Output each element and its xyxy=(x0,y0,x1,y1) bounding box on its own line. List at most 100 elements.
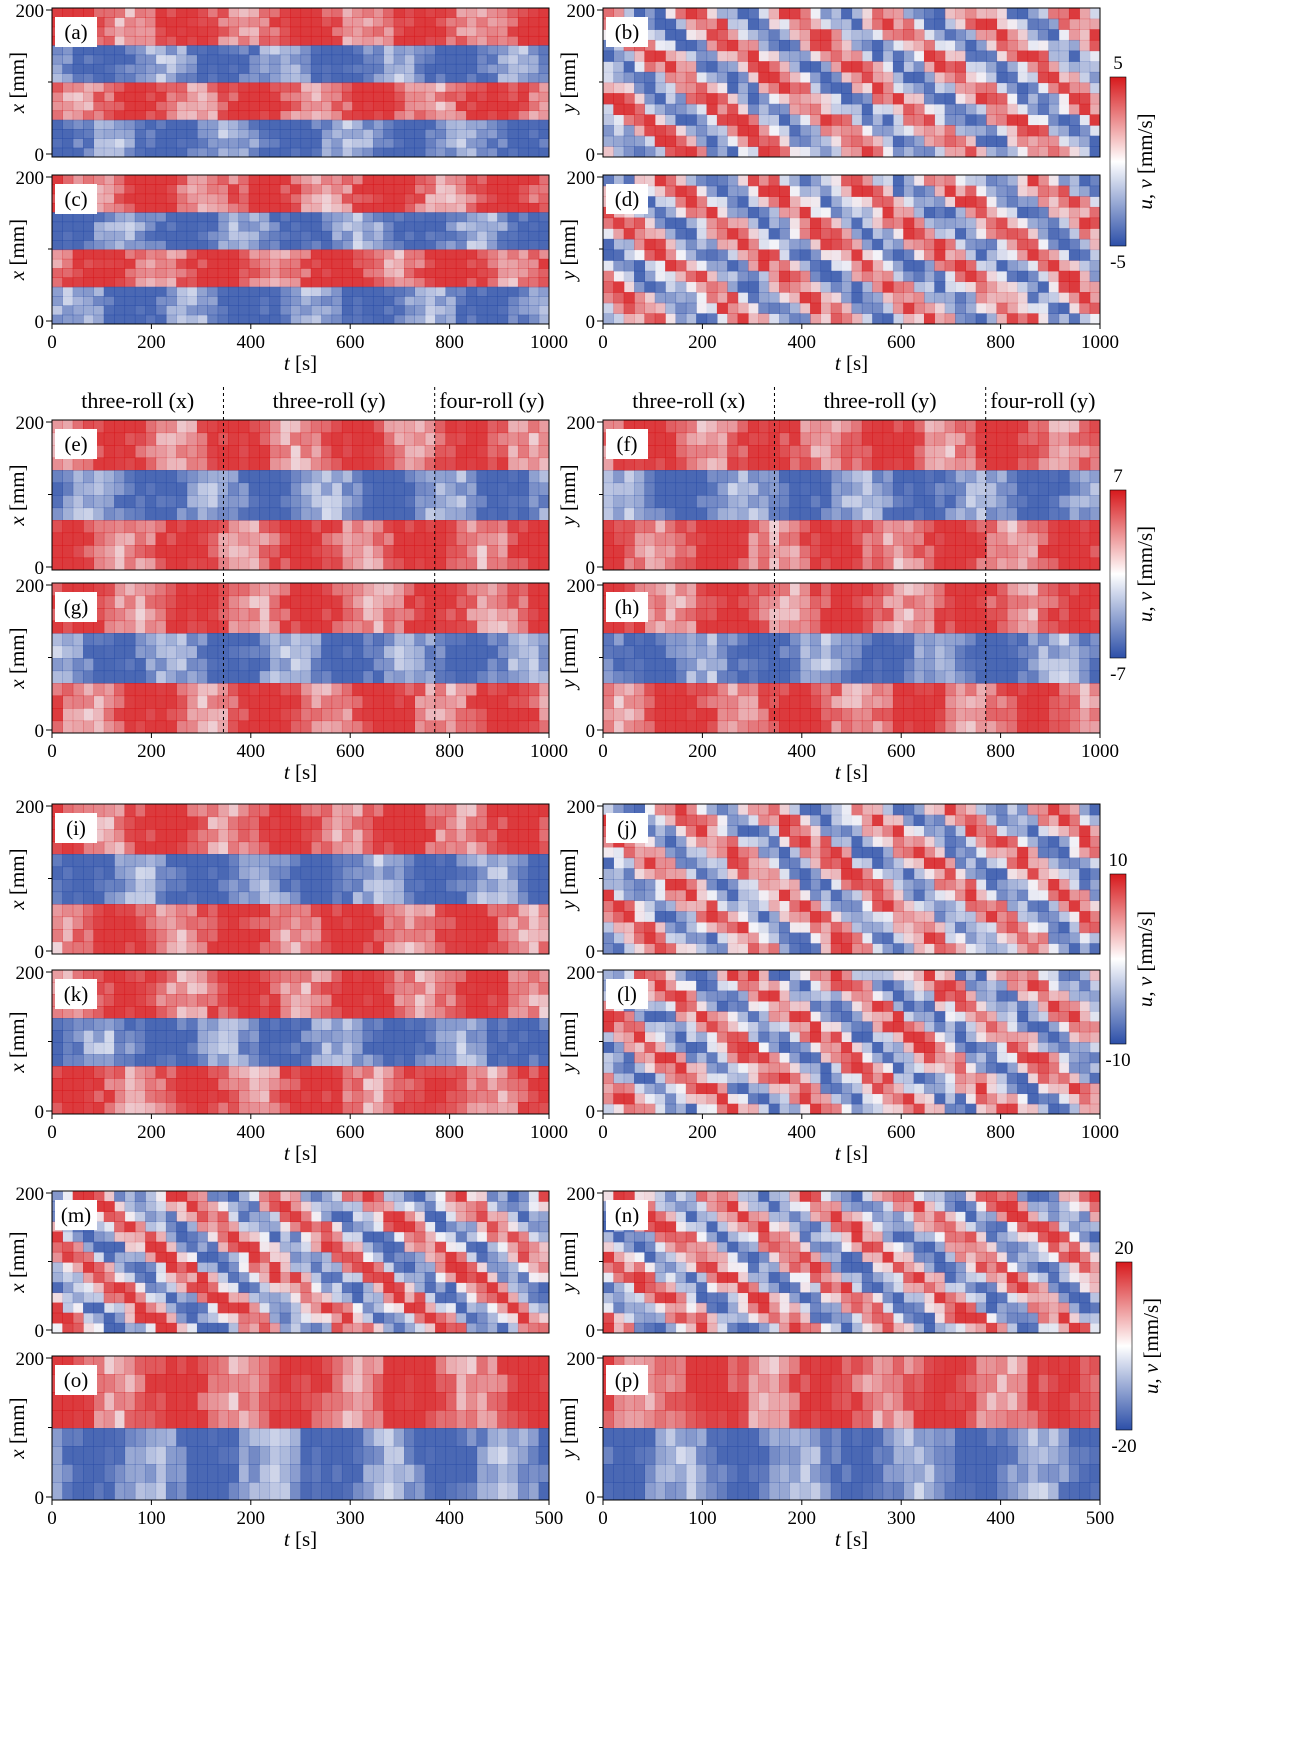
panel-f: (f) 200 0 y [mm] xyxy=(556,413,1101,579)
panel-o: (o) 200 0 x [mm] 0 100 200 300 400 500 t [s] xyxy=(5,1349,563,1551)
y-tick-label: 0 xyxy=(35,312,45,333)
colorbar-gradient xyxy=(1109,489,1127,659)
y-tick-label: 200 xyxy=(567,1349,596,1370)
t-tick-label: 1000 xyxy=(530,1122,568,1143)
t-tick-label: 1000 xyxy=(1081,332,1119,353)
y-axis-label: y [mm] xyxy=(556,1397,580,1460)
colorbar: 5 -5 u, v [mm/s] xyxy=(1109,53,1157,273)
colorbar: 7 -7 u, v [mm/s] xyxy=(1109,466,1157,685)
panel-a: (a) 200 0 x [mm] xyxy=(5,1,550,166)
t-tick-label: 600 xyxy=(336,1122,365,1143)
t-tick-label: 200 xyxy=(137,741,166,762)
panel-label-box xyxy=(55,979,97,1009)
y-tick-label: 200 xyxy=(16,1184,45,1205)
y-axis-label: x [mm] xyxy=(5,219,29,281)
y-tick-label: 0 xyxy=(35,942,45,963)
regime-annotations: three-roll (x) three-roll (y) four-roll (y… xyxy=(81,387,1095,733)
t-tick-label: 0 xyxy=(598,1508,608,1529)
panel-label: (d) xyxy=(615,187,640,211)
colorbar-min-label: -20 xyxy=(1111,1436,1136,1457)
regime-label: three-roll (x) xyxy=(81,388,194,413)
panel-m: (m) 200 0 x [mm] xyxy=(5,1184,550,1342)
t-tick-label: 1000 xyxy=(530,332,568,353)
t-tick-label: 200 xyxy=(688,1122,717,1143)
t-tick-label: 0 xyxy=(47,741,57,762)
panel-n: (n) 200 0 y [mm] xyxy=(556,1184,1101,1342)
panel-label-box xyxy=(606,17,648,47)
panel-label-box xyxy=(55,184,97,214)
t-axis-label: t [s] xyxy=(284,760,317,784)
t-tick-label: 0 xyxy=(47,332,57,353)
y-axis-label: y [mm] xyxy=(556,1011,580,1074)
colorbar-max-label: 5 xyxy=(1113,53,1123,74)
panel-label: (n) xyxy=(615,1203,640,1227)
t-tick-label: 600 xyxy=(887,1122,916,1143)
t-tick-label: 200 xyxy=(137,1122,166,1143)
colorbar-label: u, v [mm/s] xyxy=(1133,113,1157,209)
t-axis-label: t [s] xyxy=(835,1527,868,1551)
t-tick-label: 200 xyxy=(788,1508,817,1529)
y-tick-label: 200 xyxy=(16,963,45,984)
panel-label: (f) xyxy=(617,432,638,456)
panel-l: (l) 200 0 y [mm] 0 200 400 600 800 1000 t [s] xyxy=(556,963,1119,1165)
panel-label-box xyxy=(55,592,97,622)
t-tick-label: 0 xyxy=(598,332,608,353)
panel-b: (b) 200 0 y [mm] xyxy=(556,1,1101,166)
panel-label-box xyxy=(55,813,97,843)
colorbar-max-label: 20 xyxy=(1115,1238,1134,1259)
t-tick-label: 800 xyxy=(986,1122,1015,1143)
y-tick-label: 0 xyxy=(586,558,596,579)
panel-h: (h) 200 0 y [mm] 0 200 400 600 800 1000 t [s] xyxy=(556,576,1119,784)
t-tick-label: 400 xyxy=(237,332,266,353)
y-tick-label: 0 xyxy=(586,942,596,963)
t-tick-label: 800 xyxy=(435,741,464,762)
panel-label: (l) xyxy=(617,982,637,1006)
t-tick-label: 100 xyxy=(137,1508,166,1529)
y-tick-label: 0 xyxy=(586,1321,596,1342)
y-axis-label: y [mm] xyxy=(556,219,580,282)
panel-c: (c) 200 0 x [mm] 0 200 400 600 800 1000 t [s] xyxy=(5,168,568,375)
t-tick-label: 400 xyxy=(788,1122,817,1143)
t-tick-label: 400 xyxy=(986,1508,1015,1529)
y-axis-label: x [mm] xyxy=(5,464,29,526)
panel-label: (i) xyxy=(66,816,86,840)
panel-label: (g) xyxy=(64,595,89,619)
panel-label-box xyxy=(606,813,648,843)
regime-label: three-roll (y) xyxy=(824,388,937,413)
y-tick-label: 0 xyxy=(586,145,596,166)
colorbar: 10 -10 u, v [mm/s] xyxy=(1105,850,1157,1071)
regime-label: three-roll (x) xyxy=(632,388,745,413)
panel-label: (e) xyxy=(64,432,87,456)
t-tick-label: 1000 xyxy=(530,741,568,762)
t-tick-label: 0 xyxy=(47,1508,57,1529)
panel-d: (d) 200 0 y [mm] 0 200 400 600 800 1000 t [s] xyxy=(556,168,1119,375)
y-tick-label: 0 xyxy=(35,1102,45,1123)
y-tick-label: 200 xyxy=(567,576,596,597)
y-tick-label: 200 xyxy=(16,1349,45,1370)
panel-e: (e) 200 0 x [mm] xyxy=(5,413,550,579)
y-tick-label: 0 xyxy=(35,1488,45,1509)
colorbar-min-label: -5 xyxy=(1110,252,1126,273)
panel-label-box xyxy=(606,184,648,214)
t-tick-label: 400 xyxy=(788,741,817,762)
t-tick-label: 500 xyxy=(1086,1508,1115,1529)
colorbar-gradient xyxy=(1109,76,1127,247)
t-tick-label: 100 xyxy=(688,1508,717,1529)
y-tick-label: 0 xyxy=(35,1321,45,1342)
y-axis-label: y [mm] xyxy=(556,848,580,911)
colorbar-min-label: -10 xyxy=(1105,1050,1130,1071)
y-axis-label: x [mm] xyxy=(5,627,29,689)
panel-label: (p) xyxy=(615,1368,640,1392)
panel-label: (b) xyxy=(615,20,640,44)
t-tick-label: 800 xyxy=(986,741,1015,762)
panel-label-box xyxy=(606,429,648,459)
t-tick-label: 200 xyxy=(688,332,717,353)
y-tick-label: 0 xyxy=(35,721,45,742)
colorbar-max-label: 10 xyxy=(1109,850,1128,871)
regime-label: four-roll (y) xyxy=(990,388,1095,413)
t-tick-label: 500 xyxy=(535,1508,564,1529)
y-tick-label: 200 xyxy=(16,1,45,22)
